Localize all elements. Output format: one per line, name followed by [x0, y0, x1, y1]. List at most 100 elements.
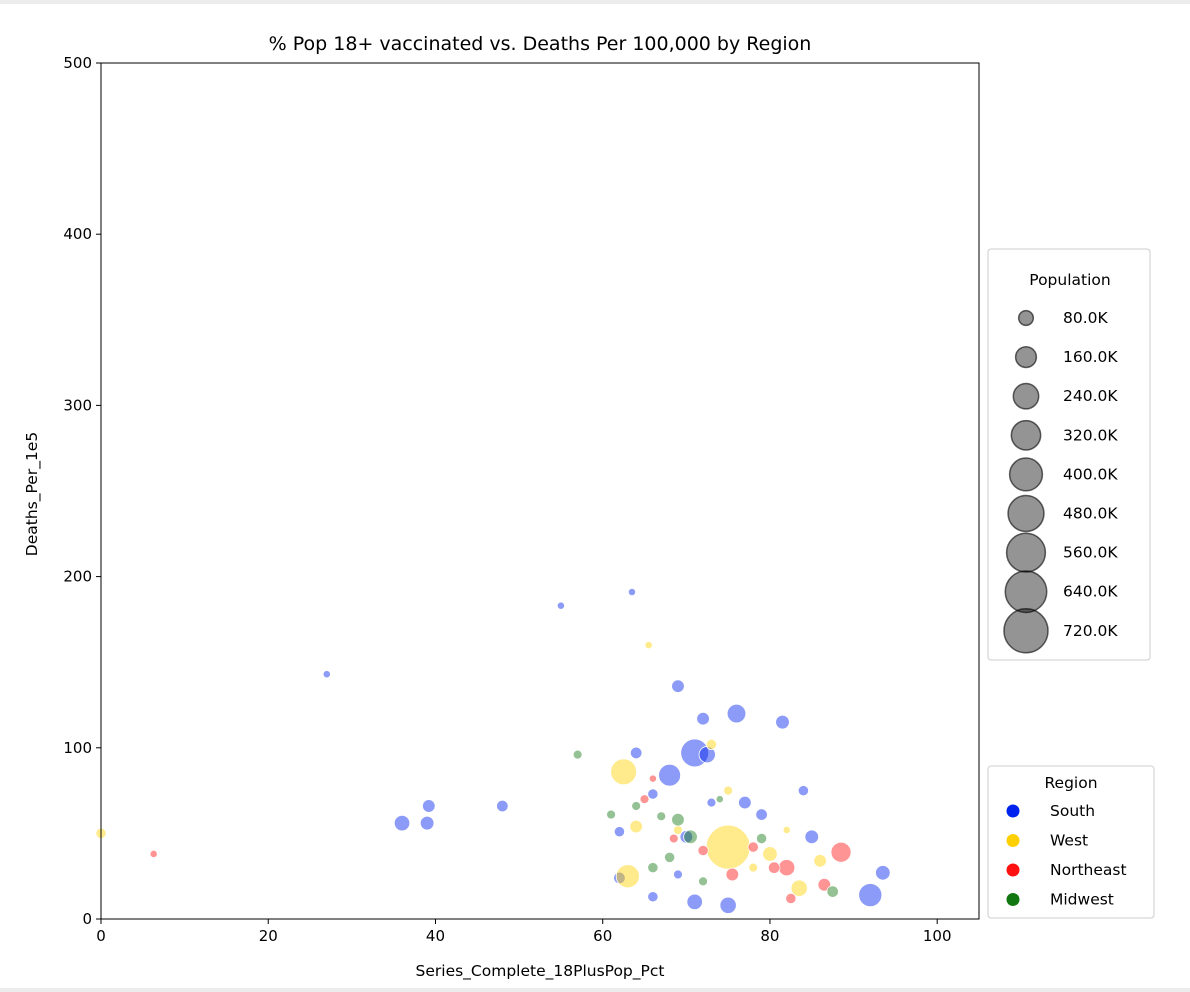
data-point	[738, 795, 752, 810]
y-tick-label: 200	[63, 568, 92, 586]
top-border	[0, 0, 1190, 4]
series-south	[322, 587, 891, 914]
y-tick-label: 400	[63, 225, 92, 243]
data-point	[726, 703, 747, 724]
data-point	[804, 829, 820, 845]
data-point	[778, 859, 796, 877]
plot-frame	[100, 62, 980, 920]
region-legend-marker	[1006, 893, 1020, 906]
y-tick-label: 300	[63, 396, 92, 414]
data-point	[496, 799, 509, 813]
data-point	[647, 891, 659, 903]
y-axis-label: Deaths_Per_1e5	[23, 432, 42, 556]
data-point	[610, 758, 637, 786]
data-point	[680, 738, 710, 768]
data-point	[747, 841, 759, 853]
data-point	[615, 864, 640, 889]
population-legend-marker	[1017, 309, 1035, 327]
data-point	[639, 794, 650, 805]
region-legend-label: South	[1050, 802, 1095, 820]
region-legend-marker	[1006, 863, 1020, 877]
population-legend-marker	[1008, 457, 1044, 492]
data-point	[419, 815, 435, 831]
population-legend-marker	[1014, 345, 1038, 369]
population-legend-marker	[1012, 382, 1040, 410]
region-legend: Region South West Northeast Midwest	[987, 765, 1155, 919]
series-northeast	[149, 774, 852, 905]
data-point	[664, 851, 676, 863]
x-axis-label: Series_Complete_18PlusPop_Pct	[416, 962, 665, 981]
population-legend-label: 480.0K	[1063, 505, 1118, 523]
data-point	[725, 867, 740, 882]
data-point	[813, 854, 827, 868]
data-point	[748, 862, 759, 873]
data-point	[647, 862, 659, 874]
data-point	[705, 824, 751, 870]
data-point	[647, 788, 659, 800]
x-tick-label: 80	[760, 927, 779, 945]
data-point	[686, 893, 703, 911]
data-point	[858, 883, 883, 908]
data-point	[668, 833, 679, 844]
data-point	[706, 797, 717, 808]
data-point	[679, 830, 694, 844]
data-point	[696, 711, 710, 726]
population-legend-label: 320.0K	[1063, 426, 1118, 444]
data-point	[149, 849, 158, 859]
data-point	[629, 746, 643, 760]
data-point	[627, 587, 637, 597]
population-legend-label: 400.0K	[1063, 465, 1118, 483]
data-point	[875, 865, 891, 881]
points-layer	[95, 587, 891, 914]
data-point	[671, 679, 685, 693]
region-legend-label: Northeast	[1050, 861, 1127, 879]
data-point	[572, 749, 583, 760]
data-point	[756, 832, 768, 845]
x-tick-label: 0	[96, 927, 106, 945]
x-tick-label: 20	[259, 927, 278, 945]
data-point	[673, 869, 683, 880]
population-legend-label: 160.0K	[1063, 348, 1118, 366]
data-point	[715, 795, 724, 804]
region-legend-marker	[1006, 804, 1020, 818]
population-legend-marker	[1003, 608, 1049, 654]
data-point	[648, 774, 657, 783]
y-ticks: 0 100 200 300 400 500	[63, 54, 101, 928]
data-point	[322, 670, 331, 679]
x-tick-label: 40	[426, 927, 445, 945]
data-point	[762, 846, 778, 862]
region-legend-box	[987, 765, 1155, 919]
data-point	[606, 809, 616, 820]
x-ticks: 0 20 40 60 80 100	[96, 919, 952, 945]
x-tick-label: 60	[593, 927, 612, 945]
bottom-border	[0, 988, 1190, 992]
chart-title: % Pop 18+ vaccinated vs. Deaths Per 100,…	[269, 33, 812, 55]
data-point	[797, 785, 809, 797]
y-tick-label: 100	[63, 739, 92, 757]
data-point	[826, 885, 839, 898]
data-point	[629, 819, 643, 834]
data-point	[644, 641, 653, 650]
population-legend-marker	[1007, 494, 1045, 533]
population-legend-box	[987, 248, 1151, 661]
data-point	[556, 601, 565, 610]
region-legend-label: Midwest	[1050, 891, 1114, 909]
population-legend-marker	[1005, 532, 1047, 573]
population-legend: Population 80.0K 160.0K 240.0K 320.0K 400.0K…	[987, 248, 1151, 661]
population-legend-title: Population	[1029, 271, 1110, 289]
data-point	[705, 738, 718, 750]
data-point	[673, 825, 683, 835]
x-tick-label: 100	[923, 927, 952, 945]
data-point	[422, 799, 436, 813]
data-point	[683, 829, 698, 845]
population-legend-marker	[1004, 570, 1048, 614]
population-legend-label: 240.0K	[1063, 387, 1118, 405]
data-point	[790, 879, 808, 897]
series-midwest	[572, 749, 839, 898]
data-point	[723, 785, 734, 796]
data-point	[767, 861, 781, 874]
population-legend-label: 640.0K	[1063, 583, 1118, 601]
data-point	[393, 814, 411, 832]
data-point	[658, 763, 682, 787]
region-legend-label: West	[1050, 832, 1088, 850]
